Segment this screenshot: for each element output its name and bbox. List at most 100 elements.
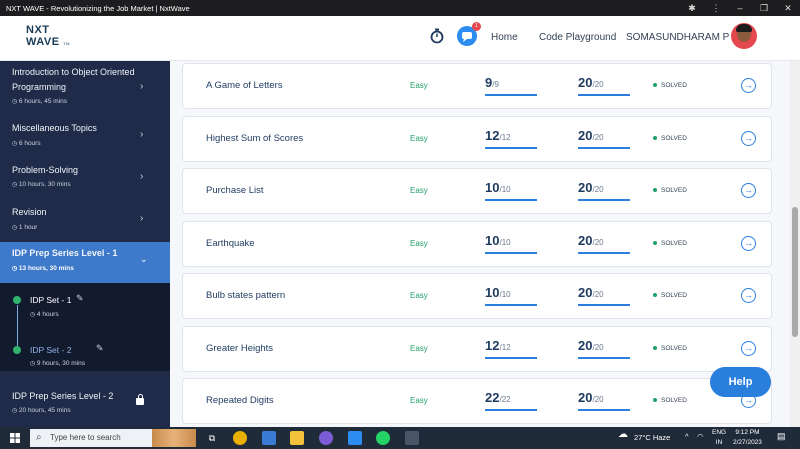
test-cases-passed: 10 (485, 180, 500, 195)
task-view-icon[interactable]: ⧉ (208, 433, 216, 443)
status-badge: SOLVED (653, 240, 687, 247)
problem-list: A Game of Letters Easy 9/9 20/20 SOLVED … (170, 61, 790, 427)
course-sidebar: Introduction to Object Oriented Programm… (0, 61, 170, 427)
points-score: 20/20 (578, 232, 630, 254)
sidebar-item-oop[interactable]: Introduction to Object Oriented Programm… (0, 61, 170, 117)
sidebar-subitem-idp-set-2[interactable]: IDP Set - 2 ✎ 9 hours, 30 mins (0, 339, 170, 373)
points-earned: 20 (578, 75, 593, 90)
points-earned: 20 (578, 338, 593, 353)
edit-icon[interactable]: ✎ (96, 343, 104, 353)
status-badge: SOLVED (653, 397, 687, 404)
points-total: /20 (592, 185, 604, 194)
mail-icon[interactable] (348, 431, 362, 445)
windows-taskbar: Type here to search ⧉ ☁ 27°C Haze ^ ◠ EN… (0, 427, 800, 449)
chevron-right-icon: › (140, 171, 144, 182)
whatsapp-icon[interactable] (376, 431, 390, 445)
avatar-hair (736, 24, 752, 32)
problem-row[interactable]: Bulb states pattern Easy 10/10 20/20 SOL… (182, 273, 772, 319)
sidebar-item-duration: 6 hours (12, 140, 41, 147)
chat-icon[interactable]: 1 (457, 22, 481, 46)
sidebar-item-label: Introduction to Object Oriented (12, 67, 135, 77)
problem-row[interactable]: Repeated Digits Easy 22/22 20/20 SOLVED … (182, 378, 772, 424)
weather-text[interactable]: 27°C Haze (634, 433, 671, 442)
nav-code-playground[interactable]: Code Playground (539, 32, 617, 43)
problem-row[interactable]: A Game of Letters Easy 9/9 20/20 SOLVED … (182, 63, 772, 109)
file-explorer-icon[interactable] (290, 431, 304, 445)
subitem-label: IDP Set - 2 (30, 345, 72, 355)
wifi-icon[interactable]: ◠ (697, 432, 704, 441)
scrollbar[interactable] (790, 61, 800, 427)
sidebar-subsection (0, 283, 170, 371)
restore-button[interactable]: ❐ (759, 2, 769, 13)
windows-start-icon[interactable] (10, 433, 20, 443)
subitem-label: IDP Set - 1 (30, 295, 72, 305)
test-cases-score: 9/9 (485, 74, 537, 96)
arrow-right-circle-icon[interactable]: → (741, 288, 756, 303)
difficulty-label: Easy (410, 239, 428, 248)
status-badge: SOLVED (653, 82, 687, 89)
stopwatch-icon[interactable] (430, 28, 444, 44)
problem-row[interactable]: Highest Sum of Scores Easy 12/12 20/20 S… (182, 116, 772, 162)
arrow-right-circle-icon[interactable]: → (741, 183, 756, 198)
arrow-right-circle-icon[interactable]: → (741, 131, 756, 146)
test-cases-total: /22 (499, 395, 511, 404)
scrollbar-thumb[interactable] (792, 207, 798, 337)
sidebar-item-label: Programming (12, 82, 67, 92)
sidebar-item-idp-level-2[interactable]: IDP Prep Series Level - 2 20 hours, 45 m… (0, 385, 170, 427)
weather-icon[interactable]: ☁ (618, 429, 628, 440)
test-cases-total: /12 (499, 133, 511, 142)
problem-name: Earthquake (206, 238, 255, 249)
points-earned: 20 (578, 233, 593, 248)
test-cases-passed: 12 (485, 338, 500, 353)
lock-icon (136, 394, 144, 405)
edit-icon[interactable]: ✎ (76, 293, 84, 303)
nav-home[interactable]: Home (491, 32, 518, 43)
tray-chevron-up-icon[interactable]: ^ (685, 432, 689, 441)
points-earned: 20 (578, 128, 593, 143)
points-score: 20/20 (578, 179, 630, 201)
test-cases-total: /9 (492, 80, 499, 89)
close-button[interactable]: ✕ (784, 2, 792, 13)
media-player-icon[interactable] (319, 431, 333, 445)
problem-name: Purchase List (206, 185, 264, 196)
arrow-right-circle-icon[interactable]: → (741, 236, 756, 251)
test-cases-score: 12/12 (485, 337, 537, 359)
chevron-right-icon: › (140, 81, 144, 92)
store-icon[interactable] (262, 431, 276, 445)
region-code: IN (715, 439, 723, 446)
subitem-duration: 9 hours, 30 mins (30, 360, 85, 367)
sidebar-item-duration: 13 hours, 30 mins (12, 265, 74, 272)
sidebar-item-misc[interactable]: Miscellaneous Topics 6 hours › (0, 117, 170, 159)
active-app-icon[interactable] (405, 431, 419, 445)
sidebar-item-label: Miscellaneous Topics (12, 123, 97, 133)
logo-line1: NXT (26, 24, 50, 36)
problem-row[interactable]: Greater Heights Easy 12/12 20/20 SOLVED … (182, 326, 772, 372)
problem-row[interactable]: Purchase List Easy 10/10 20/20 SOLVED → (182, 168, 772, 214)
points-total: /20 (592, 80, 604, 89)
nxtwave-logo[interactable]: NXT WAVE TM (26, 24, 70, 50)
status-badge: SOLVED (653, 345, 687, 352)
difficulty-label: Easy (410, 344, 428, 353)
sidebar-item-idp-level-1[interactable]: IDP Prep Series Level - 1 13 hours, 30 m… (0, 242, 170, 283)
extensions-icon[interactable]: ✱ (688, 2, 696, 13)
problem-row[interactable]: Earthquake Easy 10/10 20/20 SOLVED → (182, 221, 772, 267)
clock[interactable]: 9:12 PM 2/27/2023 (733, 428, 762, 448)
sidebar-subitem-idp-set-1[interactable]: IDP Set - 1 ✎ 4 hours (0, 289, 170, 329)
points-total: /20 (592, 395, 604, 404)
arrow-right-circle-icon[interactable]: → (741, 78, 756, 93)
avatar[interactable] (731, 23, 757, 49)
test-cases-passed: 22 (485, 390, 500, 405)
sidebar-item-problem-solving[interactable]: Problem-Solving 10 hours, 30 mins › (0, 159, 170, 201)
subitem-duration: 4 hours (30, 311, 59, 318)
language-indicator[interactable]: ENG IN (712, 428, 726, 448)
minimize-button[interactable]: – (737, 3, 743, 13)
sidebar-item-revision[interactable]: Revision 1 hour › (0, 201, 170, 242)
menu-icon[interactable]: ⋮ (711, 2, 721, 13)
notifications-icon[interactable]: ▤ (777, 431, 786, 441)
chrome-icon[interactable] (233, 431, 247, 445)
user-name[interactable]: SOMASUNDHARAM P (626, 32, 730, 43)
help-button[interactable]: Help (710, 367, 771, 397)
difficulty-label: Easy (410, 396, 428, 405)
test-cases-score: 22/22 (485, 389, 537, 411)
arrow-right-circle-icon[interactable]: → (741, 341, 756, 356)
